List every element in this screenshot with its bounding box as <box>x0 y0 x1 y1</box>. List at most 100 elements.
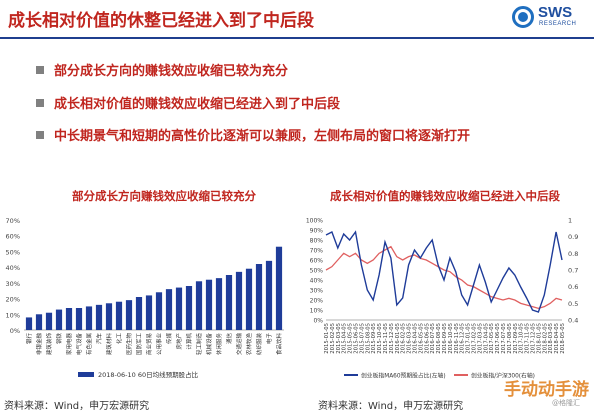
bullet-square-icon <box>36 99 44 107</box>
x-tick-label: 电子 <box>265 333 273 345</box>
x-tick-label: 有色金属 <box>85 333 93 355</box>
x-tick-label: 2016-05-05 <box>418 323 424 354</box>
x-tick-label: 2017-01-05 <box>466 323 472 354</box>
left-y-tick-label: 100% <box>306 218 323 225</box>
left-y-tick-label: 50% <box>310 268 324 275</box>
x-tick-label: 2018-04-05 <box>554 323 560 354</box>
y-tick-label: 30% <box>6 280 20 288</box>
header-divider <box>0 37 594 39</box>
x-tick-label: 2017-06-05 <box>495 323 501 354</box>
left-source: 资料来源：Wind，申万宏源研究 <box>4 401 150 412</box>
x-tick-label: 2015-06-05 <box>354 323 360 354</box>
y-tick-label: 10% <box>6 311 20 319</box>
x-tick-label: 2016-07-05 <box>430 323 436 354</box>
bar <box>65 308 73 330</box>
bar <box>195 281 203 330</box>
bar <box>155 292 163 330</box>
x-tick-label: 2015-09-05 <box>371 323 377 354</box>
x-tick-label: 交通运输 <box>235 333 243 356</box>
bar <box>75 308 83 330</box>
right-y-tick-label: 0.7 <box>568 267 578 275</box>
bar <box>205 279 213 330</box>
bullet-text: 部分成长方向的赚钱效应收缩已较为充分 <box>54 64 289 79</box>
x-tick-label: 2015-03-05 <box>336 323 342 354</box>
bar <box>85 306 93 330</box>
x-tick-label: 非银金融 <box>35 333 43 356</box>
x-tick-label: 2016-02-05 <box>401 323 407 354</box>
x-tick-label: 2018-02-05 <box>542 323 548 354</box>
x-tick-label: 2015-11-05 <box>383 323 389 354</box>
bar <box>35 314 43 330</box>
y-tick-label: 50% <box>6 248 20 256</box>
x-tick-label: 2018-05-05 <box>560 323 566 354</box>
legend-label-ma60: 创业板指MA60预期股占比(左轴) <box>361 372 446 380</box>
x-tick-label: 2017-04-05 <box>483 323 489 354</box>
x-tick-label: 2016-06-05 <box>424 323 430 354</box>
bar <box>275 246 283 330</box>
x-tick-label: 2015-02-05 <box>330 323 336 354</box>
bar <box>185 286 193 330</box>
bar <box>115 301 123 330</box>
y-tick-label: 60% <box>6 233 20 241</box>
x-tick-label: 2016-01-05 <box>395 323 401 354</box>
bullet-item: 中长期景气和短期的高性价比逐渐可以兼顾，左侧布局的窗口将逐渐打开 <box>36 125 470 144</box>
x-tick-label: 2016-04-05 <box>413 323 419 354</box>
right-y-tick-label: 0.5 <box>568 300 578 308</box>
x-tick-label: 2016-10-05 <box>448 323 454 354</box>
x-tick-label: 家用电器 <box>65 333 73 356</box>
x-tick-label: 机械设备 <box>205 333 213 356</box>
bullet-text: 中长期景气和短期的高性价比逐渐可以兼顾，左侧布局的窗口将逐渐打开 <box>54 129 471 144</box>
x-tick-label: 2015-10-05 <box>377 323 383 354</box>
logo-name: SWS <box>538 4 573 21</box>
bar <box>135 297 143 330</box>
bar <box>215 278 223 330</box>
right-source: 资料来源：Wind，申万宏源研究 <box>318 401 464 412</box>
bar <box>255 264 263 330</box>
x-tick-label: 2016-09-05 <box>442 323 448 354</box>
bar <box>225 275 233 330</box>
x-tick-label: 2015-12-05 <box>389 323 395 354</box>
x-tick-label: 银行 <box>25 333 33 345</box>
left-y-tick-label: 20% <box>310 298 324 305</box>
x-tick-label: 通信 <box>225 333 233 345</box>
left-y-tick-label: 0% <box>313 318 323 325</box>
x-tick-label: 2015-05-05 <box>348 323 354 354</box>
bar <box>25 317 33 330</box>
right-line-chart: 0% 10% 20% 30% 40% 50% 60% 70% 80% 90% 100% 0.4 0.5 0… <box>306 217 579 380</box>
x-tick-label: 医药生物 <box>125 333 133 356</box>
bar <box>45 312 53 330</box>
x-tick-label: 2017-02-05 <box>472 323 478 354</box>
x-tick-label: 农林牧渔 <box>245 333 253 356</box>
bar <box>265 260 273 330</box>
x-tick-label: 2017-11-05 <box>525 323 531 354</box>
x-tick-label: 2016-12-05 <box>460 323 466 354</box>
right-y-tick-label: 0.6 <box>568 283 578 291</box>
y-tick-label: 40% <box>6 264 20 272</box>
x-tick-label: 2016-03-05 <box>407 323 413 354</box>
left-y-tick-label: 40% <box>310 278 324 285</box>
x-tick-label: 建筑材料 <box>105 333 113 356</box>
right-y-tick-label: 0.4 <box>568 317 578 325</box>
legend-label: 2018-06-10 60日均线预期股占比 <box>98 370 199 379</box>
x-tick-label: 2017-08-05 <box>507 323 513 354</box>
logo-sub: RESEARCH <box>539 21 577 27</box>
x-tick-label: 2016-11-05 <box>454 323 460 354</box>
legend-label-ratio: 创业板指/沪深300(右轴) <box>471 372 535 380</box>
bullet-text: 成长相对价值的赚钱效应收缩已经进入到了中后段 <box>54 97 341 112</box>
right-chart-title: 成长相对价值的赚钱效应收缩已经进入中后段 <box>330 189 560 203</box>
x-tick-label: 2017-05-05 <box>489 323 495 354</box>
x-tick-label: 传媒 <box>165 333 173 345</box>
x-tick-label: 电气设备 <box>75 333 83 356</box>
x-tick-label: 汽车 <box>95 333 103 345</box>
series-line-ratio <box>325 245 563 310</box>
x-tick-label: 2017-09-05 <box>513 323 519 354</box>
right-y-tick-label: 0.8 <box>568 250 578 258</box>
bullet-item: 成长相对价值的赚钱效应收缩已经进入到了中后段 <box>36 93 340 112</box>
left-y-tick-label: 60% <box>310 258 324 265</box>
x-tick-label: 2015-04-05 <box>342 323 348 354</box>
bar <box>165 289 173 330</box>
x-tick-label: 食品饮料 <box>275 333 283 356</box>
x-tick-label: 2017-12-05 <box>531 323 537 354</box>
x-tick-label: 2017-03-05 <box>477 323 483 354</box>
bar <box>55 309 63 330</box>
